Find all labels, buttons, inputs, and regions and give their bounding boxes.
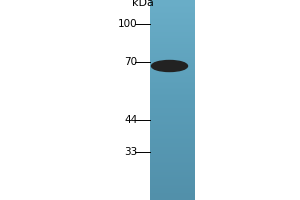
Text: 70-: 70- [124,57,141,67]
Ellipse shape [152,60,188,72]
Text: kDa: kDa [132,0,153,8]
Text: 44-: 44- [124,115,141,125]
Text: 33-: 33- [124,147,141,157]
Text: 100-: 100- [118,19,141,29]
